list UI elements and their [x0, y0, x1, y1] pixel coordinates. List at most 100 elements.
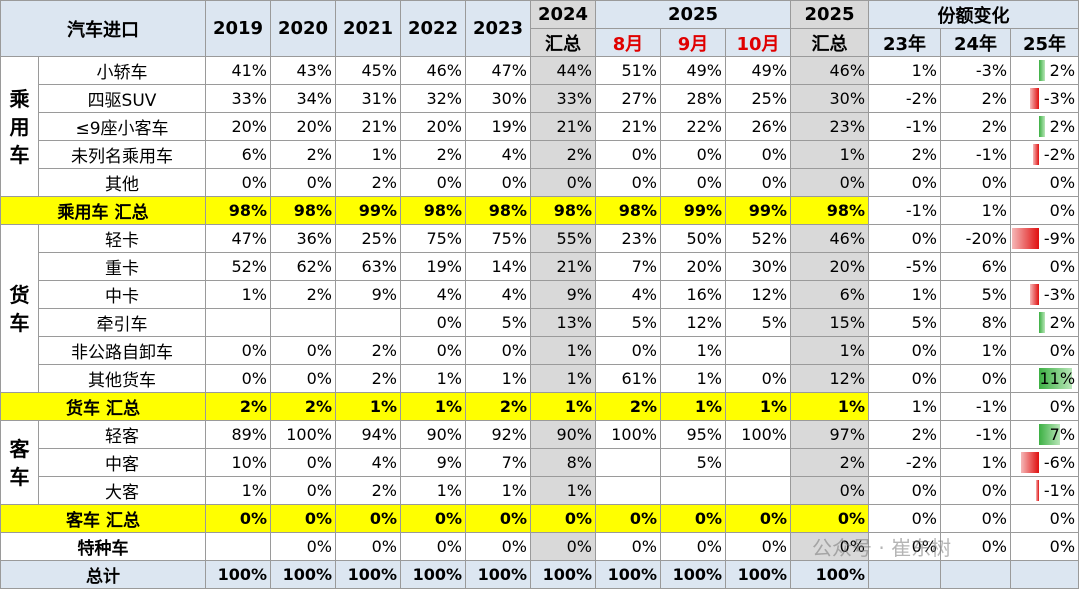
value-cell: 0% — [595, 532, 661, 561]
value-cell: 8% — [940, 308, 1012, 337]
value-cell: 0% — [1010, 336, 1080, 365]
value-cell: 1% — [530, 336, 596, 365]
value-cell: 0% — [868, 336, 942, 365]
cell-text: 22% — [686, 117, 722, 136]
value-cell: 0% — [400, 504, 466, 533]
cell-text: 0% — [631, 145, 657, 164]
cell-text: 98% — [488, 201, 527, 220]
value-cell: 0% — [595, 168, 661, 197]
value-cell: 0% — [530, 168, 596, 197]
value-cell: 33% — [530, 84, 596, 113]
cell-text: 5% — [631, 313, 657, 332]
value-cell: 0% — [1010, 168, 1080, 197]
data-row: 非公路自卸车 0% 0% 2% 0% 0% 1% 0% 1% 1% 0% 1% 0% — [1, 336, 1080, 365]
cell-text: 27% — [621, 89, 657, 108]
cell-text: 23% — [621, 229, 657, 248]
data-row: ≤9座小客车 20% 20% 21% 20% 19% 21% 21% 22% 26% 23% -1% 2… — [1, 112, 1080, 141]
cell-text: 100% — [412, 565, 462, 584]
value-cell: 20% — [660, 252, 726, 281]
cell-text: 0% — [911, 173, 938, 192]
group-label: 乘用车 — [0, 56, 39, 197]
cell-text: 46% — [426, 61, 462, 80]
value-cell: 12% — [660, 308, 726, 337]
value-cell: 90% — [400, 420, 466, 449]
value-cell: 4% — [400, 280, 466, 309]
cell-text: 47% — [491, 61, 527, 80]
value-cell — [595, 448, 661, 477]
cell-text: 2% — [371, 369, 397, 388]
value-cell: 100% — [790, 560, 870, 589]
cell-text: 2% — [239, 397, 267, 416]
value-cell: 27% — [595, 84, 661, 113]
value-cell: 0% — [465, 336, 531, 365]
cell-text: 98% — [423, 201, 462, 220]
share-col-header: 25年 — [1010, 28, 1080, 57]
value-cell: 5% — [465, 308, 531, 337]
cell-text: 23% — [829, 117, 866, 136]
value-cell: 2% — [1010, 112, 1080, 141]
value-cell: 0% — [400, 532, 466, 561]
value-cell: 0% — [790, 168, 870, 197]
cell-text: 36% — [296, 229, 332, 248]
cell-text: 1% — [566, 481, 592, 500]
data-bar — [1021, 452, 1040, 473]
cell-text: 12% — [751, 285, 788, 304]
cell-text: 26% — [751, 117, 788, 136]
year-header: 2025 — [790, 0, 870, 29]
cell-text: 2% — [1049, 313, 1076, 332]
cell-text: 1% — [566, 369, 592, 388]
data-bar — [1036, 480, 1040, 501]
cell-text: -20% — [965, 229, 1008, 248]
cell-text: 33% — [231, 89, 267, 108]
summary-row: 客车 汇总 0% 0% 0% 0% 0% 0% 0% 0% 0% 0% 0% 0% 0% — [0, 504, 1080, 533]
cell-text: 0% — [306, 173, 332, 192]
summary-row: 乘用车 汇总 98% 98% 99% 98% 98% 98% 98% 99% 99% 98% -1% 1… — [0, 196, 1080, 225]
row-label: 重卡 — [38, 252, 206, 281]
cell-text: 20% — [426, 117, 462, 136]
cell-text: 41% — [231, 61, 267, 80]
cell-text: -3% — [1043, 89, 1076, 108]
cell-text: 100% — [286, 425, 332, 444]
value-cell: 1% — [790, 392, 870, 421]
cell-text: 45% — [361, 61, 397, 80]
cell-text: 0% — [241, 173, 267, 192]
cell-text: 28% — [686, 89, 722, 108]
data-row: 特种车 0% 0% 0% 0% 0% 0% 0% 0% 0% 0% 0% 0% — [0, 532, 1080, 561]
value-cell: 0% — [940, 504, 1012, 533]
cell-text: 2% — [1049, 117, 1076, 136]
value-cell: 1% — [400, 364, 466, 393]
value-cell: 0% — [790, 476, 870, 505]
cell-text: 46% — [829, 229, 866, 248]
cell-text: 33% — [556, 89, 592, 108]
value-cell: 0% — [1010, 196, 1080, 225]
cell-text: 20% — [829, 257, 866, 276]
cell-text: 0% — [837, 509, 866, 528]
cell-text: 11% — [1039, 369, 1076, 388]
value-cell: 2% — [270, 280, 336, 309]
value-cell: 4% — [335, 448, 401, 477]
data-bar — [1030, 284, 1040, 305]
cell-text: 99% — [358, 201, 397, 220]
value-cell: 46% — [400, 56, 466, 85]
cell-text: 8% — [566, 453, 592, 472]
share-col-header: 24年 — [940, 28, 1012, 57]
cell-text: 0% — [629, 509, 657, 528]
value-cell: 0% — [465, 532, 531, 561]
cell-text: -1% — [975, 425, 1008, 444]
value-cell: 100% — [724, 560, 792, 589]
cell-text: 0% — [761, 173, 788, 192]
value-cell: 1% — [868, 56, 942, 85]
value-cell: 26% — [724, 112, 792, 141]
value-cell: 2% — [1010, 56, 1080, 85]
row-label: 总计 — [0, 560, 206, 589]
cell-text: 100% — [611, 425, 657, 444]
cell-text: 100% — [477, 565, 527, 584]
value-cell: 5% — [660, 448, 726, 477]
cell-text: 1% — [694, 397, 722, 416]
data-row: 客车 轻客 89% 100% 94% 90% 92% 90% 100% 95% 100% 97% 2% -… — [0, 420, 1080, 505]
cell-text: 0% — [501, 341, 527, 360]
value-cell: 28% — [660, 84, 726, 113]
value-cell: -5% — [868, 252, 942, 281]
row-label: 乘用车 汇总 — [0, 196, 206, 225]
